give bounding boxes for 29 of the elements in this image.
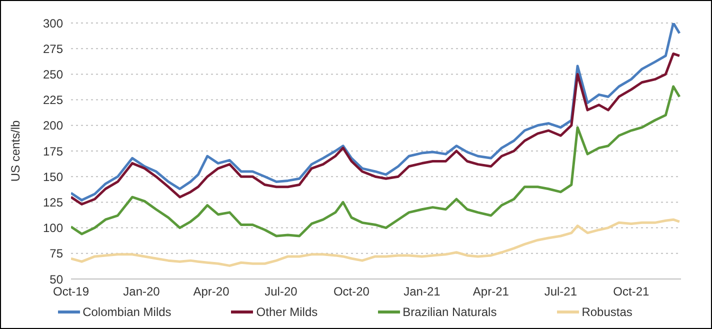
y-tick-label: 150 (42, 170, 64, 184)
y-tick-label: 75 (50, 246, 64, 261)
x-tick-label: Apr-21 (472, 284, 510, 299)
legend-label: Colombian Milds (82, 305, 172, 319)
y-axis-title: US cents/lb (8, 120, 22, 182)
legend-label: Brazilian Naturals (402, 305, 497, 319)
x-tick-label: Oct-19 (52, 284, 90, 299)
y-tick-label: 100 (42, 221, 64, 236)
x-tick-label: Oct-20 (333, 284, 370, 299)
y-tick-label: 250 (42, 67, 64, 82)
y-tick-label: 225 (42, 93, 64, 108)
line-series (71, 218, 681, 267)
line-series (71, 85, 681, 238)
legend-label: Other Milds (256, 305, 318, 319)
y-tick-label: 300 (42, 16, 64, 30)
line-series (71, 52, 681, 206)
x-tick-label: Jan-20 (123, 284, 160, 299)
y-tick-label: 200 (42, 118, 64, 133)
y-tick-label: 275 (42, 42, 64, 56)
y-tick-label: 50 (50, 272, 64, 286)
y-tick-label: 125 (42, 195, 64, 210)
x-tick-label: Jan-21 (404, 284, 441, 299)
x-tick-label: Jul-20 (264, 284, 298, 299)
legend-label: Robustas (582, 305, 632, 319)
x-tick-label: Jul-21 (544, 284, 578, 299)
x-tick-label: Apr-20 (193, 284, 230, 299)
x-tick-label: Oct-21 (613, 284, 650, 299)
line-series (71, 23, 681, 202)
y-tick-label: 175 (42, 144, 64, 158)
